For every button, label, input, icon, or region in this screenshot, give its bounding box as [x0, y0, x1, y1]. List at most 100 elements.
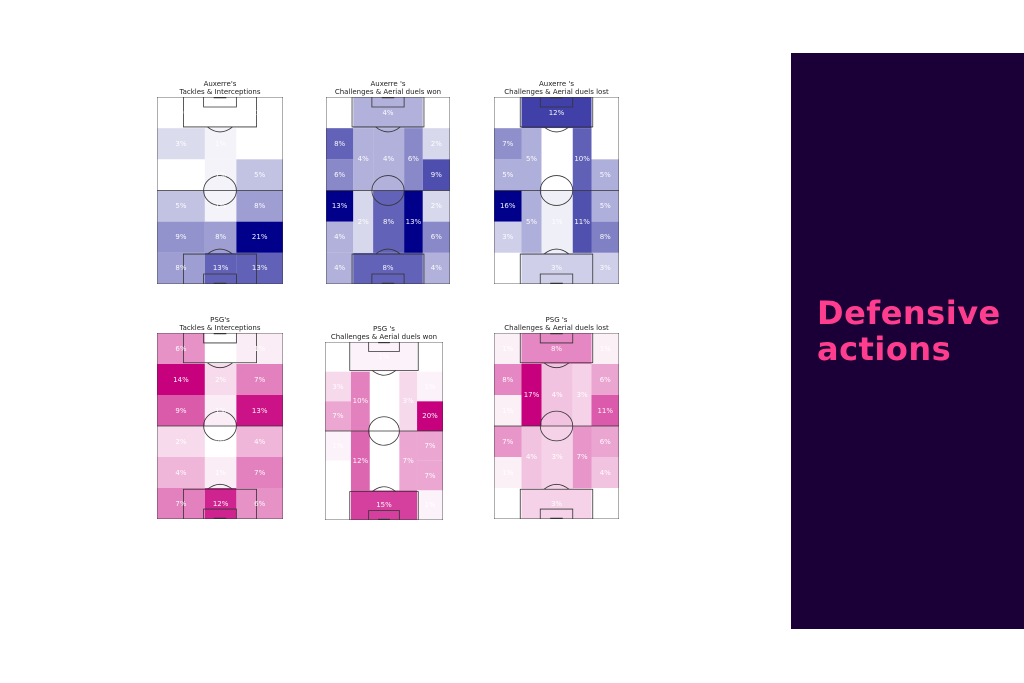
cell-value-label: 0%	[379, 397, 391, 406]
cell-value-label: 5%	[175, 202, 187, 211]
cell-value-label: 1%	[502, 344, 514, 353]
cell-value-label: 11%	[574, 217, 590, 226]
center-circle	[540, 176, 573, 206]
cell-value-label: 3%	[175, 139, 187, 148]
cell-value-label: 2%	[430, 139, 442, 148]
six-yard-box-top	[540, 333, 573, 343]
pitch-heatmap	[325, 342, 443, 520]
heatmap-cell	[494, 395, 522, 426]
chart-title: PSG's Tackles & Interceptions	[140, 316, 300, 332]
heatmap-cell	[494, 190, 522, 222]
cell-value-label: 4%	[334, 233, 346, 242]
chart-title-line1: PSG 's	[373, 325, 395, 333]
penalty-box-top	[183, 333, 256, 363]
chart-title-line2: Tackles & Interceptions	[179, 88, 261, 96]
heatmap-cell	[353, 252, 423, 284]
cell-value-label: 0%	[215, 108, 227, 117]
cell-value-label: 6%	[430, 233, 442, 242]
cell-value-label: 3%	[550, 499, 563, 508]
cell-value-label: 0%	[502, 499, 514, 508]
cell-value-label: 3%	[576, 391, 588, 399]
cell-value-label: 2%	[357, 217, 369, 226]
heatmap-cell	[350, 490, 418, 520]
cell-value-label: 7%	[175, 499, 187, 508]
penalty-arc-top	[372, 370, 396, 375]
heatmap-cell	[326, 128, 354, 160]
heatmap-cell	[422, 252, 450, 284]
cell-value-label: 1%	[502, 468, 514, 477]
cell-value-label: 2%	[215, 375, 227, 384]
heatmap-cell	[494, 128, 522, 160]
cell-value-label: 2%	[175, 437, 187, 446]
cell-value-label: 21%	[251, 233, 268, 242]
heatmap-cell	[591, 221, 619, 253]
cell-value-label: 5%	[525, 155, 538, 164]
heatmap-cell	[369, 371, 400, 431]
heatmap-cell	[521, 190, 542, 253]
heatmap-cell	[157, 395, 205, 426]
cell-value-label: 13%	[405, 217, 422, 226]
heatmap-cell	[326, 252, 354, 284]
cell-value-label: 4%	[430, 264, 442, 273]
heatmap-cell	[521, 364, 542, 426]
cell-value-label: 0%	[334, 108, 346, 117]
cell-value-label: 0%	[599, 108, 611, 117]
heatmap-cell	[326, 190, 354, 222]
heatmap-cell	[325, 401, 351, 431]
heatmap-cell	[494, 97, 522, 129]
cell-value-label: 6%	[175, 344, 187, 353]
heatmap-cell	[521, 333, 592, 364]
chart-title: Auxerre's Tackles & Interceptions	[140, 80, 300, 96]
goal-top	[213, 333, 227, 335]
cell-value-label: 6%	[407, 155, 419, 164]
cell-value-label: 8%	[502, 375, 514, 384]
goal-bottom	[213, 282, 227, 284]
heatmap-cell	[373, 190, 405, 253]
penalty-arc-bottom	[207, 249, 232, 254]
heatmap-cell	[325, 342, 351, 372]
heatmap-cell	[157, 488, 205, 519]
cell-value-label: 12%	[548, 108, 565, 117]
cell-value-label: 0%	[502, 264, 514, 273]
cell-value-label: 0%	[502, 108, 514, 117]
heatmap-cell	[204, 395, 237, 426]
penalty-box-top	[352, 97, 424, 127]
heatmap-cell	[236, 488, 283, 519]
chart-title-line1: Auxerre's	[203, 80, 237, 88]
heatmap-cell	[521, 488, 592, 519]
cell-value-label: 1%	[254, 344, 266, 353]
heatmap-cell	[157, 426, 205, 457]
heatmap-cell	[236, 221, 283, 253]
center-circle	[204, 176, 237, 206]
cell-value-label: 1%	[551, 217, 563, 226]
heatmap-cell	[204, 221, 237, 253]
heatmap-cell	[325, 371, 351, 402]
heatmap-cell	[373, 128, 405, 191]
heatmap-cell	[204, 333, 237, 364]
cell-value-label: 8%	[334, 139, 346, 148]
center-circle	[372, 176, 404, 206]
heatmap-cell	[236, 97, 283, 129]
penalty-arc-bottom	[544, 249, 569, 254]
cell-value-label: 0%	[424, 352, 436, 361]
cell-value-label: 1%	[599, 344, 611, 353]
chart-title-line2: Challenges & Aerial duels won	[330, 333, 438, 341]
cell-value-label: 5%	[525, 217, 538, 226]
cell-value-label: 4%	[254, 437, 266, 446]
cell-value-label: 7%	[254, 468, 266, 477]
heatmap-cell	[591, 426, 619, 457]
cell-value-label: 0%	[332, 471, 344, 480]
cell-value-label: 7%	[424, 471, 436, 480]
cell-value-label: 1%	[424, 382, 436, 391]
heatmap-cell	[204, 190, 237, 222]
heatmap-cell	[404, 190, 423, 253]
cell-value-label: 7%	[576, 453, 588, 461]
heatmap-cell	[572, 128, 592, 191]
heatmap-cell	[157, 190, 205, 222]
six-yard-box-bottom	[372, 274, 404, 284]
heatmap-cell	[236, 159, 283, 191]
penalty-box-bottom	[183, 254, 256, 284]
heatmap-cell	[422, 221, 450, 253]
heatmap-cell	[236, 252, 283, 284]
cell-value-label: 3%	[332, 382, 344, 391]
